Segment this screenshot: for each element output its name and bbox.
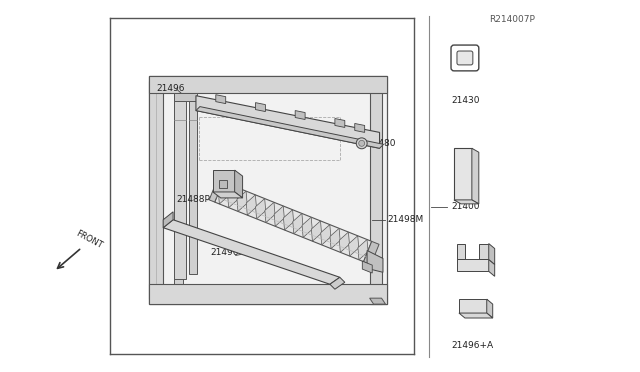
Polygon shape bbox=[358, 240, 368, 260]
Polygon shape bbox=[235, 170, 243, 198]
Text: 21496+A: 21496+A bbox=[451, 341, 493, 350]
Polygon shape bbox=[149, 76, 387, 93]
Text: 21488P: 21488P bbox=[176, 195, 210, 204]
Polygon shape bbox=[370, 79, 381, 304]
Polygon shape bbox=[237, 191, 247, 211]
Text: R214007P: R214007P bbox=[489, 15, 534, 24]
Polygon shape bbox=[335, 119, 345, 128]
Polygon shape bbox=[292, 214, 303, 234]
FancyBboxPatch shape bbox=[457, 51, 473, 65]
Polygon shape bbox=[163, 220, 340, 284]
Text: 21480: 21480 bbox=[367, 139, 396, 148]
Polygon shape bbox=[479, 244, 489, 259]
Polygon shape bbox=[265, 202, 275, 222]
Polygon shape bbox=[370, 298, 385, 304]
Polygon shape bbox=[218, 184, 228, 204]
Polygon shape bbox=[489, 259, 495, 276]
Polygon shape bbox=[457, 259, 489, 271]
Polygon shape bbox=[196, 107, 383, 148]
Polygon shape bbox=[149, 76, 387, 304]
Polygon shape bbox=[214, 182, 372, 262]
Polygon shape bbox=[246, 195, 257, 215]
Text: 21498M: 21498M bbox=[387, 215, 424, 224]
Polygon shape bbox=[274, 206, 284, 226]
Circle shape bbox=[356, 138, 367, 149]
Polygon shape bbox=[362, 261, 372, 273]
Polygon shape bbox=[255, 199, 266, 219]
Polygon shape bbox=[228, 187, 238, 208]
Polygon shape bbox=[302, 217, 312, 237]
Text: 21430: 21430 bbox=[451, 96, 479, 105]
Polygon shape bbox=[330, 228, 340, 248]
Polygon shape bbox=[312, 221, 321, 241]
Polygon shape bbox=[487, 299, 493, 318]
Polygon shape bbox=[216, 95, 226, 104]
Polygon shape bbox=[149, 81, 163, 299]
Polygon shape bbox=[295, 110, 305, 119]
Polygon shape bbox=[367, 250, 383, 272]
Polygon shape bbox=[174, 93, 197, 101]
Polygon shape bbox=[454, 200, 479, 204]
Polygon shape bbox=[213, 192, 243, 198]
Polygon shape bbox=[284, 210, 294, 230]
Polygon shape bbox=[454, 148, 472, 200]
Polygon shape bbox=[174, 101, 186, 279]
Text: FRONT: FRONT bbox=[74, 229, 104, 250]
Polygon shape bbox=[489, 244, 495, 264]
Polygon shape bbox=[189, 101, 197, 274]
Polygon shape bbox=[196, 96, 380, 148]
Text: 21496: 21496 bbox=[211, 248, 239, 257]
Polygon shape bbox=[255, 103, 266, 112]
Polygon shape bbox=[349, 236, 359, 256]
Polygon shape bbox=[339, 232, 349, 252]
Polygon shape bbox=[149, 284, 387, 304]
Polygon shape bbox=[459, 313, 493, 318]
Text: 21400: 21400 bbox=[451, 202, 479, 211]
Polygon shape bbox=[321, 225, 331, 245]
Polygon shape bbox=[457, 244, 465, 259]
Polygon shape bbox=[209, 180, 223, 202]
Polygon shape bbox=[459, 299, 487, 313]
Text: 21496: 21496 bbox=[156, 84, 185, 93]
Polygon shape bbox=[213, 170, 235, 192]
Polygon shape bbox=[330, 277, 345, 289]
Polygon shape bbox=[355, 124, 365, 132]
Polygon shape bbox=[163, 212, 173, 228]
Polygon shape bbox=[219, 180, 227, 188]
Polygon shape bbox=[174, 81, 183, 299]
Polygon shape bbox=[364, 241, 379, 264]
Circle shape bbox=[358, 140, 365, 146]
Polygon shape bbox=[472, 148, 479, 204]
